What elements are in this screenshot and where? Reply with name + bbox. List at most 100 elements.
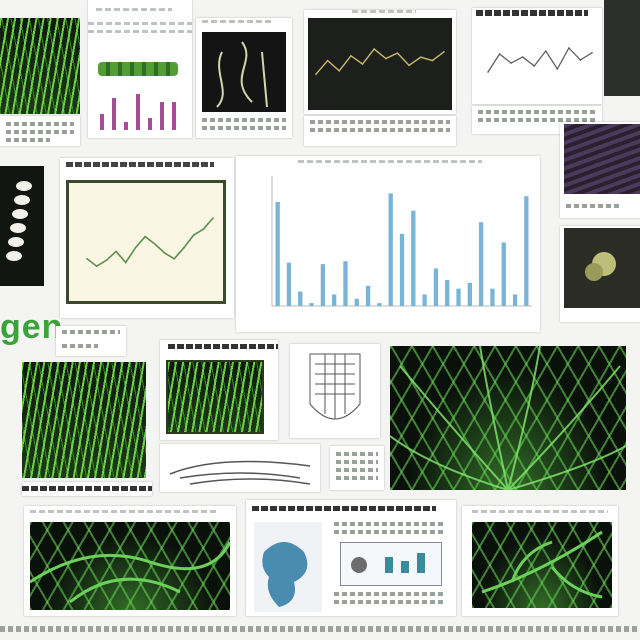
line-dark-series (315, 48, 445, 75)
root-sketch (216, 41, 268, 108)
line-framed-point-14 (212, 217, 214, 219)
line-framed-series (86, 217, 214, 268)
root-diagram (202, 32, 286, 112)
line-dark-point-9 (408, 64, 410, 67)
line-dark-point-5 (361, 63, 364, 65)
bar-13 (411, 210, 416, 306)
line-dark-point-7 (385, 57, 387, 60)
bottom-left-panel (24, 506, 236, 616)
vine-photo (30, 522, 230, 610)
framed-line-chart (86, 217, 214, 268)
line-dark-point-1 (315, 73, 317, 75)
seedling-panel (88, 0, 192, 138)
headline-word: gen (0, 308, 64, 346)
line-dark-point-8 (396, 52, 399, 54)
leaf-vein-photo (472, 522, 612, 608)
bar-11 (388, 193, 393, 306)
large-root-network-photo (390, 346, 626, 490)
bar-5 (320, 264, 326, 306)
tissue-diagram (309, 353, 361, 420)
line-framed-point-10 (173, 258, 176, 260)
bar-15 (433, 268, 439, 306)
line-dark-point-4 (350, 55, 352, 57)
tissue-diagram-panel (290, 344, 380, 438)
bar-20 (490, 288, 495, 306)
bottom-center-figures (334, 520, 450, 610)
bar-8 (354, 298, 359, 306)
line-framed-point-1 (86, 258, 88, 260)
bar-12 (399, 233, 405, 306)
line-light-point-8 (568, 47, 570, 49)
root-diagram-panel (196, 18, 292, 138)
seedling-tray-photo (166, 360, 264, 434)
bar-17 (456, 288, 461, 306)
line-framed-point-12 (192, 234, 195, 236)
small-figure-icons (351, 553, 425, 573)
bar-4 (309, 303, 314, 306)
blue-map-shape (262, 542, 308, 607)
light-line-chart-panel (472, 8, 602, 104)
line-framed-point-5 (124, 261, 127, 264)
line-light-point-7 (556, 68, 559, 70)
line-dark-point-3 (338, 70, 341, 72)
light-chart-caption (472, 106, 602, 134)
root-sketch-panel (160, 444, 320, 492)
bar-16 (445, 280, 450, 306)
line-dark-point-12 (443, 50, 445, 53)
bar-18 (467, 282, 472, 306)
blue-map-figure (254, 522, 322, 612)
bar-21 (501, 242, 506, 306)
bar-19 (478, 222, 484, 306)
dark-line-chart-panel (304, 10, 456, 114)
line-framed-point-6 (134, 246, 137, 249)
line-framed-point-2 (95, 265, 98, 267)
dark-line-chart (315, 48, 445, 75)
light-line-chart (487, 46, 593, 73)
line-framed-point-13 (202, 228, 205, 230)
line-light-point-1 (487, 71, 489, 73)
line-framed-point-3 (105, 259, 108, 262)
line-light-point-5 (533, 65, 536, 67)
bar-2 (286, 262, 292, 306)
bar-chart (271, 176, 532, 307)
seed-column-image (6, 181, 32, 261)
line-dark-point-6 (373, 48, 375, 50)
line-light-point-10 (591, 52, 593, 54)
fiber-photo (564, 124, 640, 194)
grass-field-caption (22, 482, 152, 496)
line-dark-point-11 (431, 59, 434, 62)
bottom-strip (0, 626, 640, 632)
line-framed-point-7 (144, 235, 146, 238)
seedling-strip (98, 62, 178, 76)
bar-7 (343, 261, 348, 306)
bar-1 (275, 202, 280, 306)
line-light-point-4 (521, 56, 524, 58)
line-light-point-2 (498, 53, 501, 55)
right-fiber-photo-panel (560, 122, 640, 218)
bar-14 (422, 294, 427, 306)
line-light-point-9 (579, 59, 582, 61)
right-seed-photo-panel (560, 226, 640, 322)
top-left-caption (0, 116, 80, 146)
line-framed-point-8 (154, 243, 156, 245)
line-dark-point-2 (326, 59, 329, 62)
bar-6 (332, 294, 337, 306)
center-caption-panel (330, 446, 384, 490)
seed-sketch (585, 252, 616, 281)
magenta-bars (100, 94, 180, 130)
line-light-point-6 (544, 50, 547, 52)
line-dark-point-10 (419, 56, 422, 58)
bar-9 (365, 285, 371, 306)
seed-column-photo (0, 166, 44, 286)
line-light-point-3 (510, 62, 512, 64)
seedling-tray-panel (160, 340, 278, 440)
bar-3 (298, 291, 303, 306)
line-framed-point-9 (163, 252, 166, 254)
seed-photo (564, 228, 640, 308)
framed-line-chart-panel (60, 158, 234, 318)
bottom-center-panel (246, 500, 456, 616)
grass-field-photo (22, 362, 146, 478)
line-framed-point-11 (183, 246, 185, 249)
line-framed-point-4 (115, 250, 117, 253)
bar-10 (377, 303, 382, 306)
